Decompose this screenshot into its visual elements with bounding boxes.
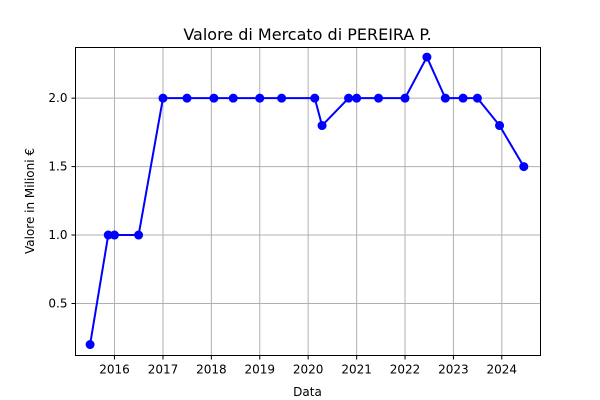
data-point <box>255 93 265 103</box>
data-point <box>352 93 362 103</box>
series-layer <box>85 52 529 350</box>
data-point <box>472 93 482 103</box>
data-point <box>495 121 505 131</box>
data-point <box>317 121 327 131</box>
x-axis-label: Data <box>293 385 322 399</box>
data-point <box>400 93 410 103</box>
x-tick-label: 2016 <box>99 363 130 377</box>
data-point <box>440 93 450 103</box>
x-tick-label: 2023 <box>438 363 469 377</box>
x-tick-label: 2018 <box>196 363 227 377</box>
y-tick-label: 0.5 <box>48 296 67 310</box>
data-point <box>85 340 95 350</box>
x-tick-label: 2019 <box>244 363 275 377</box>
y-axis-label: Valore in Milioni € <box>23 148 37 254</box>
x-tick-label: 2017 <box>148 363 179 377</box>
plot-frame <box>75 47 541 356</box>
data-point <box>310 93 320 103</box>
data-point <box>182 93 192 103</box>
data-point <box>374 93 384 103</box>
series-line <box>89 56 525 345</box>
data-point <box>458 93 468 103</box>
data-point <box>422 52 432 62</box>
data-point <box>103 230 113 240</box>
x-tick-label: 2024 <box>487 363 518 377</box>
data-point <box>228 93 238 103</box>
y-tick-label: 1.0 <box>48 228 67 242</box>
x-tick-label: 2022 <box>390 363 421 377</box>
data-point <box>209 93 219 103</box>
x-tick-label: 2021 <box>341 363 372 377</box>
data-point <box>134 230 144 240</box>
data-point <box>109 230 119 240</box>
chart-title: Valore di Mercato di PEREIRA P. <box>183 25 431 44</box>
y-tick-label: 2.0 <box>48 91 67 105</box>
y-tick-label: 1.5 <box>48 160 67 174</box>
x-tick-label: 2020 <box>293 363 324 377</box>
data-point <box>277 93 287 103</box>
data-point <box>344 93 354 103</box>
data-point <box>519 162 529 172</box>
tick-layer: 2016 2017 2018 2019 2020 2021 2022 2023 2024 0.5 1… <box>48 91 517 376</box>
data-point <box>158 93 168 103</box>
